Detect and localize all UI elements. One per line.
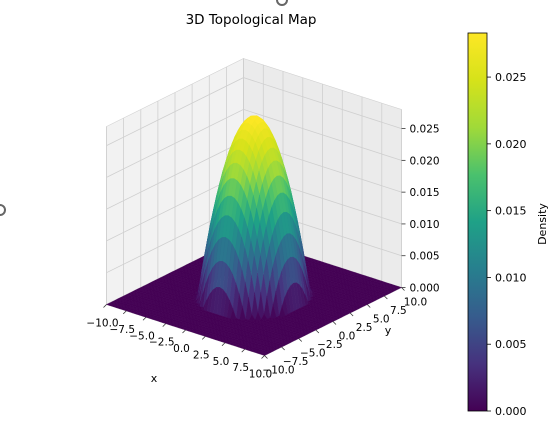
colorbar-tick-label: 0.010 bbox=[495, 271, 527, 284]
x-tick-mark bbox=[262, 356, 265, 359]
y-tick-label: 2.5 bbox=[356, 322, 373, 334]
z-tick-label: 0.020 bbox=[410, 155, 440, 167]
y-axis-label: y bbox=[385, 324, 392, 337]
x-tick-mark bbox=[202, 336, 205, 339]
colorbar-label: Density bbox=[536, 203, 549, 245]
y-tick-mark bbox=[402, 288, 405, 291]
colorbar-tick-label: 0.000 bbox=[495, 405, 527, 418]
colorbar-tick-label: 0.005 bbox=[495, 338, 527, 351]
z-tick-label: 0.025 bbox=[410, 124, 440, 136]
x-tick-label: 5.0 bbox=[213, 356, 230, 368]
y-tick-mark bbox=[282, 347, 285, 350]
y-tick-mark bbox=[316, 330, 319, 333]
x-tick-mark bbox=[183, 330, 186, 333]
x-tick-label: 7.5 bbox=[232, 362, 249, 374]
chart-title: 3D Topological Map bbox=[186, 12, 317, 28]
y-tick-mark bbox=[384, 296, 387, 299]
x-axis-label: x bbox=[151, 372, 158, 385]
z-tick-label: 0.000 bbox=[410, 283, 440, 295]
y-tick-mark bbox=[350, 313, 353, 316]
x-tick-mark bbox=[143, 317, 146, 320]
colorbar-tick-label: 0.020 bbox=[495, 138, 527, 151]
z-tick-label: 0.010 bbox=[410, 219, 440, 231]
z-tick-label: 0.005 bbox=[410, 251, 440, 263]
colorbar-ticks: 0.000 0.005 0.010 0.015 0.020 0.025 bbox=[487, 71, 527, 418]
x-tick-label: −2.5 bbox=[149, 337, 175, 349]
y-tick-mark bbox=[367, 305, 370, 308]
x-tick-mark bbox=[123, 311, 126, 314]
colorbar bbox=[468, 33, 487, 411]
y-tick-mark bbox=[333, 322, 336, 325]
y-tick-mark bbox=[299, 339, 302, 342]
x-tick-mark bbox=[222, 343, 225, 346]
y-tick-mark bbox=[265, 356, 268, 359]
z-tick-label: 0.015 bbox=[410, 187, 440, 199]
colorbar-tick-label: 0.015 bbox=[495, 205, 527, 218]
y-tick-label: 10.0 bbox=[404, 297, 427, 309]
x-tick-label: 0.0 bbox=[173, 343, 190, 355]
colorbar-tick-label: 0.025 bbox=[495, 71, 527, 84]
x-tick-mark bbox=[242, 349, 245, 352]
x-tick-mark bbox=[163, 324, 166, 327]
x-tick-label: 2.5 bbox=[193, 349, 210, 361]
x-tick-mark bbox=[104, 305, 107, 308]
y-tick-label: 0.0 bbox=[339, 331, 356, 343]
